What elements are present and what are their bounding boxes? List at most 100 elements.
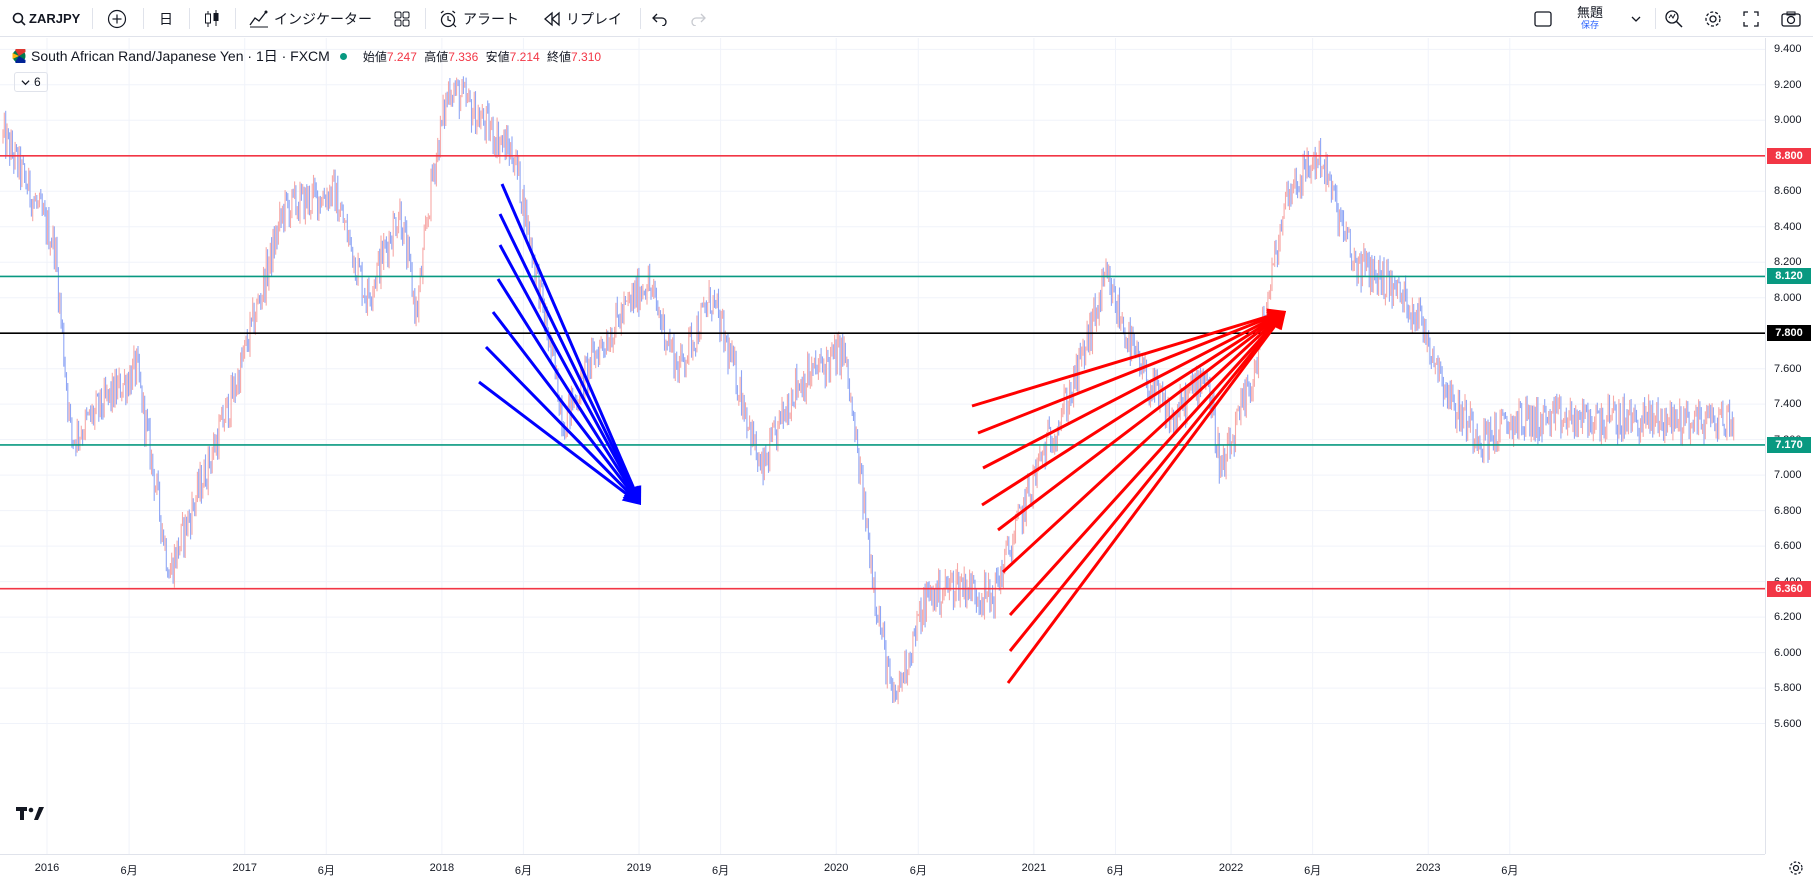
chart-type-button[interactable] xyxy=(203,0,221,37)
time-tick-label: 6月 xyxy=(514,865,532,877)
price-chart[interactable] xyxy=(0,38,1765,854)
time-tick-label: 6月 xyxy=(1106,865,1125,877)
close-value: 7.310 xyxy=(571,49,602,64)
chart-pane[interactable] xyxy=(0,38,1765,854)
price-tick-label: 9.200 xyxy=(1774,78,1802,91)
price-tick-label: 6.000 xyxy=(1774,646,1802,659)
rewind-icon xyxy=(544,11,560,26)
price-tick-label: 8.400 xyxy=(1774,220,1802,233)
time-tick-label: 6月 xyxy=(1501,865,1519,877)
price-tick-label: 9.000 xyxy=(1774,114,1802,127)
price-tick-label: 6.600 xyxy=(1774,540,1802,553)
price-level-label[interactable]: 8.120 xyxy=(1767,268,1811,285)
indicators-label: インジケーター xyxy=(274,10,372,27)
price-level-label[interactable]: 7.800 xyxy=(1767,325,1811,342)
price-tick-label: 5.800 xyxy=(1774,682,1802,695)
camera-icon xyxy=(1781,11,1801,27)
templates-button[interactable] xyxy=(393,0,411,37)
save-label: 保存 xyxy=(1581,19,1600,30)
undo-icon xyxy=(652,13,667,26)
chevron-down-icon xyxy=(1631,16,1641,22)
price-tick-label: 7.000 xyxy=(1774,469,1802,482)
gear-icon xyxy=(1705,10,1721,27)
collapsed-count: 6 xyxy=(34,75,41,89)
time-tick-label: 6月 xyxy=(909,865,927,877)
time-tick-label: 2016 xyxy=(34,862,60,874)
price-axis[interactable]: 9.400 9.200 9.000 8.800 8.600 8.400 8.200 8.000… xyxy=(1765,38,1813,854)
price-tick-label: 7.600 xyxy=(1774,362,1802,375)
open-value: 7.247 xyxy=(386,49,417,64)
price-tick-label: 7.400 xyxy=(1774,398,1802,411)
grid-icon xyxy=(394,11,410,26)
gear-icon xyxy=(1789,861,1803,875)
search-icon xyxy=(12,12,26,26)
time-tick-label: 2022 xyxy=(1218,862,1244,874)
price-level-label[interactable]: 6.360 xyxy=(1767,580,1811,597)
layout-name: 無題 xyxy=(1577,4,1604,20)
price-level-label[interactable]: 7.170 xyxy=(1767,436,1811,453)
time-tick-label: 2021 xyxy=(1021,862,1047,874)
symbol-label: ZARJPY xyxy=(29,11,81,26)
red-trend-arrow[interactable] xyxy=(1008,311,1286,617)
red-trend-arrow[interactable] xyxy=(997,311,1286,532)
settings-button[interactable] xyxy=(1703,0,1723,37)
blue-trend-arrow[interactable] xyxy=(498,213,641,505)
redo-button[interactable] xyxy=(689,0,707,37)
price-tick-label: 5.600 xyxy=(1774,717,1802,730)
price-level-label[interactable]: 8.800 xyxy=(1767,147,1811,164)
blue-trend-arrow[interactable] xyxy=(500,183,642,505)
tradingview-logo[interactable] xyxy=(16,805,46,826)
layout-name-button[interactable]: 無題 保存 xyxy=(1577,0,1603,37)
square-icon xyxy=(1534,10,1552,27)
time-tick-label: 6月 xyxy=(120,865,138,877)
redo-icon xyxy=(691,13,706,26)
quick-search-icon xyxy=(1665,9,1683,28)
quick-search-button[interactable] xyxy=(1664,0,1684,37)
price-tick-label: 8.000 xyxy=(1774,291,1802,304)
replay-button[interactable]: リプレイ xyxy=(543,0,622,37)
alert-button[interactable]: アラート xyxy=(438,0,519,37)
plus-circle-icon xyxy=(107,9,127,28)
time-tick-label: 6月 xyxy=(1304,865,1322,877)
layout-menu-button[interactable] xyxy=(1630,0,1642,37)
interval-button[interactable]: 日 xyxy=(159,10,173,27)
chevron-down-icon xyxy=(21,79,30,85)
blue-trend-arrow[interactable] xyxy=(496,278,641,505)
low-label: 安値 xyxy=(485,49,510,64)
axis-settings-button[interactable] xyxy=(1788,860,1804,881)
undo-button[interactable] xyxy=(651,0,669,37)
time-tick-label: 2020 xyxy=(823,862,849,874)
blue-trend-arrow[interactable] xyxy=(498,244,641,505)
screenshot-button[interactable] xyxy=(1780,0,1802,37)
indicators-button[interactable]: インジケーター xyxy=(248,0,372,37)
red-trend-arrow[interactable] xyxy=(1008,311,1286,652)
price-tick-label: 6.800 xyxy=(1774,504,1802,517)
open-label: 始値 xyxy=(362,49,387,64)
time-axis[interactable]: 2016 6月 2017 6月 2018 6月 2019 6月 2020 6月 2021 6月 2022… xyxy=(0,854,1765,883)
fullscreen-icon xyxy=(1743,10,1759,27)
red-trend-arrow[interactable] xyxy=(1006,311,1286,684)
time-tick-label: 2019 xyxy=(626,862,652,874)
blue-trend-arrow[interactable] xyxy=(484,345,641,505)
south-africa-flag-icon xyxy=(12,49,26,63)
time-tick-label: 2023 xyxy=(1415,862,1441,874)
price-tick-label: 9.400 xyxy=(1774,43,1802,56)
alerts-label: アラート xyxy=(463,10,519,27)
low-value: 7.214 xyxy=(509,49,540,64)
top-toolbar: ZARJPY 日 インジケーター アラート リプレイ 無題 保存 xyxy=(0,0,1813,37)
fullscreen-button[interactable] xyxy=(1742,0,1760,37)
indicators-collapse-button[interactable]: 6 xyxy=(14,72,48,92)
fullscreen-checkbox[interactable] xyxy=(1533,0,1553,37)
market-status-dot xyxy=(339,52,347,60)
blue-trend-arrow[interactable] xyxy=(478,380,641,505)
indicators-icon xyxy=(249,10,268,27)
time-tick-label: 2018 xyxy=(429,862,455,874)
compare-symbol-button[interactable] xyxy=(107,0,127,37)
high-value: 7.336 xyxy=(448,49,479,64)
alarm-clock-icon xyxy=(440,10,457,27)
price-tick-label: 8.600 xyxy=(1774,185,1802,198)
red-trend-arrow[interactable] xyxy=(1001,311,1286,574)
symbol-search[interactable]: ZARJPY xyxy=(12,0,80,37)
time-tick-label: 2017 xyxy=(232,862,257,874)
candles-icon xyxy=(205,9,219,27)
